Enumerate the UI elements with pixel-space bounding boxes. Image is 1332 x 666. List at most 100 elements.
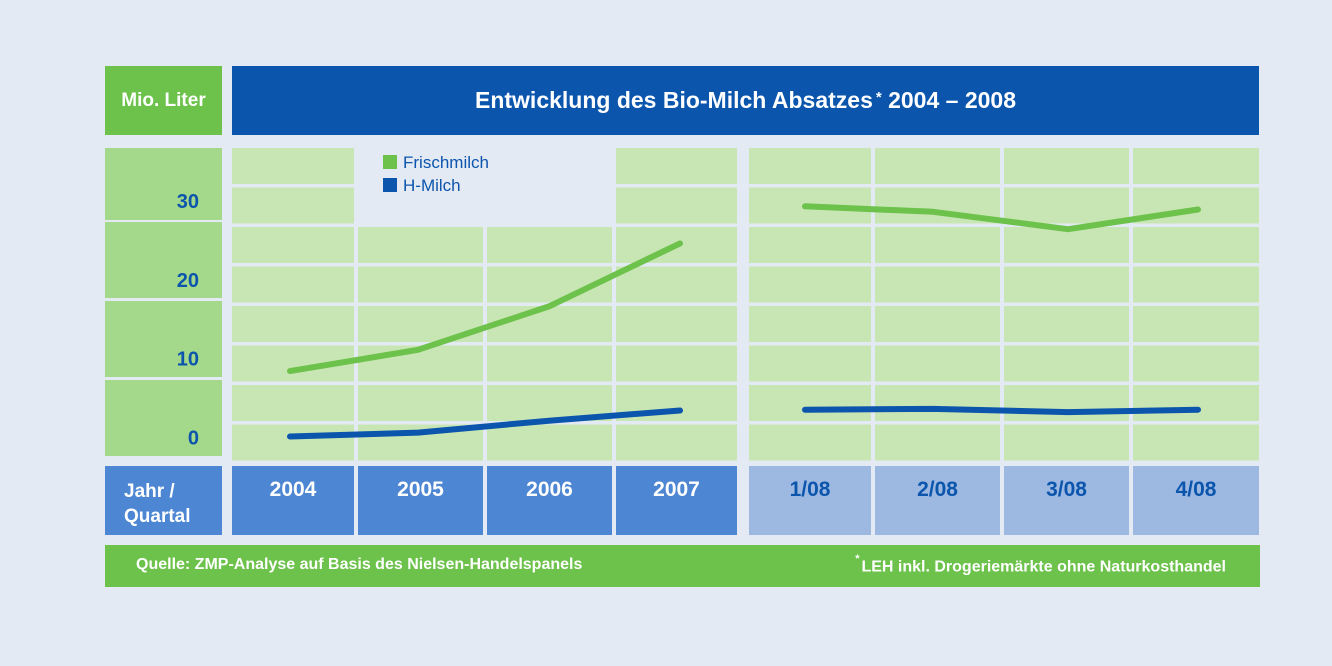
series-line-h-milch <box>287 407 683 440</box>
grid-cell <box>358 266 483 303</box>
grid-cell <box>749 424 871 461</box>
x-category-cell <box>616 466 737 535</box>
footnote: * LEH inkl. Drogeriemärkte ohne Naturkost… <box>855 553 1226 576</box>
x-tick-label: 2004 <box>270 478 317 501</box>
x-tick-label: 3/08 <box>1046 478 1087 501</box>
grid-cell <box>1004 227 1129 263</box>
grid-cell <box>1004 345 1129 382</box>
grid-cell <box>1004 266 1129 303</box>
grid-cell <box>1133 424 1259 461</box>
grid-cell <box>232 424 354 461</box>
grid-cell <box>1004 385 1129 421</box>
grid-cell <box>616 266 737 303</box>
x-category-cell <box>232 466 354 535</box>
legend-label: H-Milch <box>403 176 461 195</box>
series-line-h-milch <box>802 405 1201 416</box>
grid-cell <box>749 345 871 382</box>
y-axis-cell <box>105 148 222 220</box>
x-category-cell <box>875 466 1000 535</box>
grid-cell <box>487 306 612 342</box>
grid-cell <box>749 306 871 342</box>
footnote-asterisk: * <box>855 553 860 565</box>
grid-cell <box>1004 148 1129 184</box>
x-axis-label-line1: Jahr / <box>124 481 175 502</box>
grid-cell <box>358 385 483 421</box>
legend-swatch <box>383 155 397 169</box>
x-axis-label-line2: Quartal <box>124 506 191 527</box>
grid-cell <box>358 227 483 263</box>
footer-bar: Quelle: ZMP-Analyse auf Basis des Nielse… <box>105 545 1260 587</box>
y-tick-label: 10 <box>177 349 199 371</box>
grid-cell <box>875 148 1000 184</box>
x-category-cell <box>749 466 871 535</box>
series-line-frischmilch <box>287 240 683 375</box>
y-axis-unit-label: Mio. Liter <box>105 66 222 135</box>
grid-cell <box>1004 187 1129 224</box>
grid-cell <box>875 306 1000 342</box>
grid-cell <box>1004 424 1129 461</box>
grid-cell <box>232 227 354 263</box>
grid-cell <box>487 227 612 263</box>
grid-cell <box>1133 266 1259 303</box>
chart-title-text: Entwicklung des Bio-Milch Absatzes <box>474 87 873 113</box>
grid-cell <box>232 385 354 421</box>
chart-title: Entwicklung des Bio-Milch Absatzes * 2004… <box>232 66 1259 135</box>
source-note: Quelle: ZMP-Analyse auf Basis des Nielse… <box>136 556 583 573</box>
series-line-frischmilch <box>802 203 1201 233</box>
y-axis-cell <box>105 301 222 377</box>
series-lines <box>287 203 1201 440</box>
grid-cell <box>1133 385 1259 421</box>
grid-cell <box>1133 306 1259 342</box>
legend-label: Frischmilch <box>403 153 489 172</box>
grid-cell <box>1133 345 1259 382</box>
grid-cell <box>232 266 354 303</box>
x-axis-label: Jahr / Quartal <box>105 466 222 535</box>
x-category-cell <box>1133 466 1259 535</box>
grid-cell <box>1133 148 1259 184</box>
legend-swatch <box>383 178 397 192</box>
y-axis-cell <box>105 380 222 456</box>
grid-cell <box>487 345 612 382</box>
grid-cell <box>875 424 1000 461</box>
x-tick-label: 1/08 <box>790 478 831 501</box>
x-tick-label: 2005 <box>397 478 444 501</box>
footnote-text: LEH inkl. Drogeriemärkte ohne Naturkosth… <box>861 558 1226 576</box>
x-tick-label: 2007 <box>653 478 700 501</box>
y-tick-label: 30 <box>177 191 199 213</box>
y-axis-panel <box>105 148 222 456</box>
y-tick-label: 20 <box>177 270 199 292</box>
grid-cell <box>749 385 871 421</box>
grid-cell <box>616 345 737 382</box>
grid-cell <box>487 424 612 461</box>
grid-cell <box>875 385 1000 421</box>
grid-cell <box>749 227 871 263</box>
x-category-row: 2004 2005 2006 2007 1/08 2/08 3/08 4/08 <box>232 466 1259 535</box>
y-axis-cell <box>105 222 222 298</box>
x-tick-label: 2006 <box>526 478 573 501</box>
grid-cell <box>875 345 1000 382</box>
x-category-cell <box>358 466 483 535</box>
grid-cell <box>749 148 871 184</box>
grid-cell <box>875 227 1000 263</box>
y-tick-labels: 0 10 20 30 <box>177 191 199 450</box>
grid-cell <box>875 266 1000 303</box>
grid-cell <box>1004 306 1129 342</box>
x-category-cell <box>487 466 612 535</box>
grid-cell <box>616 424 737 461</box>
grid-cell <box>232 306 354 342</box>
grid-cell <box>749 266 871 303</box>
y-tick-label: 0 <box>188 428 199 450</box>
grid-cell <box>616 187 737 224</box>
chart-title-asterisk: * <box>875 89 882 106</box>
chart-title-range: 2004 – 2008 <box>888 87 1016 113</box>
grid-cell <box>1133 227 1259 263</box>
x-tick-label: 2/08 <box>917 478 958 501</box>
grid-cell <box>616 306 737 342</box>
x-tick-label: 4/08 <box>1176 478 1217 501</box>
grid-cell <box>232 187 354 224</box>
grid-cell <box>232 148 354 184</box>
chart-legend: Frischmilch H-Milch <box>383 153 489 195</box>
grid-cell <box>616 148 737 184</box>
x-category-cell <box>1004 466 1129 535</box>
